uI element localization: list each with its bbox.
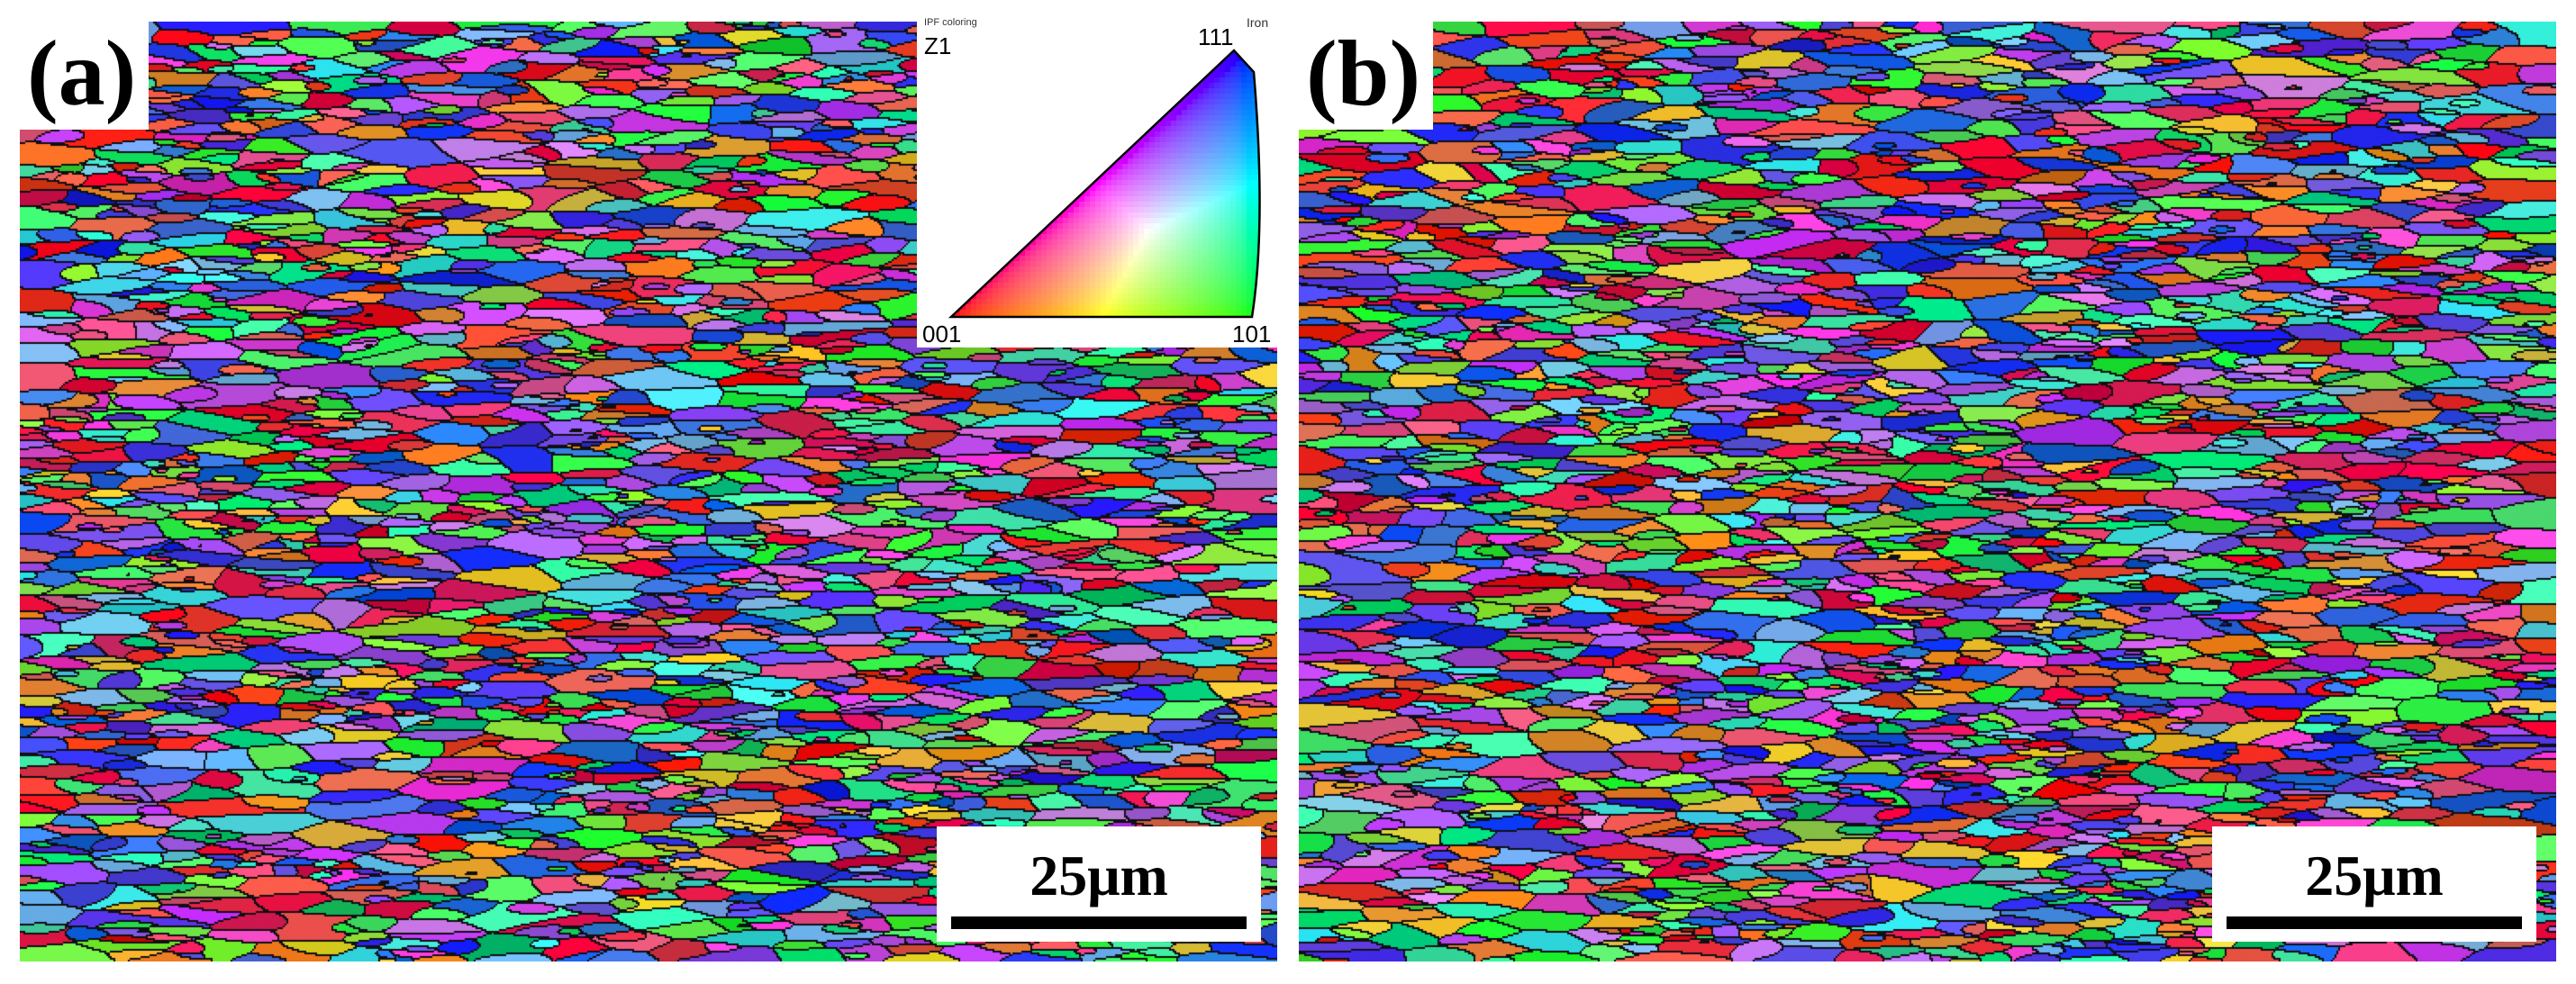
scale-bar-line-b	[2227, 916, 2522, 929]
panel-label-b: (b)	[1299, 22, 1434, 130]
scale-bar-line-a	[951, 916, 1247, 929]
ipf-heading: IPF coloring	[924, 17, 977, 28]
ipf-corner-111: 111	[1198, 23, 1234, 50]
ebsd-grain-map-b	[1299, 22, 2556, 961]
scale-bar-label-a: 25μm	[1029, 844, 1168, 907]
scale-bar-a: 25μm	[937, 826, 1261, 942]
ipf-corner-101: 101	[1232, 320, 1271, 348]
ipf-direction: Z1	[924, 32, 951, 59]
ebsd-map-b	[1299, 22, 2556, 961]
ipf-corner-001: 001	[922, 320, 961, 348]
ipf-legend: IPF coloring Z1 Iron 111 001 101	[917, 0, 1277, 348]
ipf-triangle: IPF coloring Z1 Iron 111 001 101	[922, 15, 1271, 348]
scale-bar-b: 25μm	[2212, 826, 2536, 942]
scale-bar-label-b: 25μm	[2305, 844, 2444, 907]
ipf-material: Iron	[1247, 15, 1268, 30]
panel-label-a: (a)	[20, 22, 150, 130]
